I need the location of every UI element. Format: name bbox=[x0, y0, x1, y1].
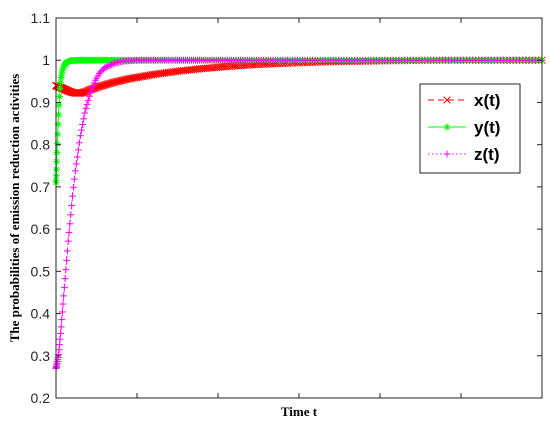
data-point-marker bbox=[112, 78, 120, 86]
data-point-marker bbox=[102, 80, 110, 89]
data-point-marker bbox=[63, 256, 71, 264]
data-point-marker bbox=[66, 220, 74, 228]
data-point-marker bbox=[102, 63, 110, 71]
data-point-marker bbox=[75, 139, 83, 147]
data-point-marker bbox=[99, 81, 108, 90]
y-tick-label: 1 bbox=[42, 52, 50, 68]
data-point-marker bbox=[56, 341, 63, 348]
data-point-marker bbox=[72, 160, 80, 168]
data-point-marker bbox=[57, 78, 64, 86]
axes-layer: 0.2 0.3 0.4 0.5 0.6 0.7 0.8 0.9 1 1.1 bbox=[31, 10, 543, 406]
data-point-marker bbox=[68, 202, 76, 209]
data-point-marker bbox=[80, 115, 88, 123]
y-tick-label: 0.3 bbox=[31, 348, 51, 364]
data-point-marker bbox=[107, 79, 116, 87]
data-point-marker bbox=[58, 316, 66, 323]
data-point-marker bbox=[74, 146, 82, 154]
data-point-marker bbox=[84, 96, 92, 104]
data-point-marker bbox=[69, 192, 76, 200]
y-axis-label: The probabilities of emission reduction … bbox=[7, 74, 22, 343]
series-3 bbox=[52, 56, 546, 372]
data-point-marker bbox=[57, 323, 65, 331]
data-point-marker bbox=[113, 77, 122, 86]
data-point-marker bbox=[71, 167, 79, 175]
data-point-marker bbox=[106, 79, 115, 88]
plot-area bbox=[56, 18, 542, 398]
data-point-marker bbox=[108, 61, 116, 68]
data-point-marker bbox=[64, 247, 71, 255]
data-point-marker bbox=[105, 62, 113, 70]
data-point-marker bbox=[62, 266, 70, 274]
data-point-marker bbox=[443, 123, 451, 131]
data-point-marker bbox=[73, 153, 81, 161]
y-tick-label: 0.8 bbox=[31, 137, 51, 153]
data-point-marker bbox=[87, 89, 94, 96]
data-point-marker bbox=[109, 78, 117, 87]
x-axis-label: Time t bbox=[281, 404, 318, 419]
data-point-marker bbox=[56, 84, 64, 92]
legend-item-3: z(t) bbox=[428, 145, 499, 164]
data-point-marker bbox=[67, 211, 75, 219]
data-point-marker bbox=[109, 60, 117, 68]
data-point-marker bbox=[83, 100, 91, 108]
data-point-marker bbox=[443, 150, 451, 158]
data-point-marker bbox=[103, 80, 112, 88]
data-point-marker bbox=[118, 76, 126, 85]
data-point-marker bbox=[54, 130, 62, 138]
data-point-marker bbox=[61, 283, 68, 291]
legend-label: y(t) bbox=[474, 118, 500, 137]
data-point-marker bbox=[57, 329, 64, 337]
y-tick-label: 1.1 bbox=[31, 10, 51, 26]
legend-item-2: y(t) bbox=[428, 118, 500, 137]
data-point-marker bbox=[65, 229, 73, 236]
y-tick-label: 0.4 bbox=[31, 306, 51, 322]
legend-item-1: x(t) bbox=[428, 91, 500, 110]
data-point-marker bbox=[106, 61, 114, 69]
y-tick-label: 0.9 bbox=[31, 94, 51, 110]
data-point-marker bbox=[105, 79, 113, 88]
data-point-marker bbox=[59, 300, 67, 308]
data-point-marker bbox=[53, 140, 61, 148]
data-point-marker bbox=[81, 109, 89, 117]
data-point-marker bbox=[53, 149, 61, 156]
data-point-marker bbox=[85, 92, 93, 100]
series-layer bbox=[52, 56, 546, 372]
data-point-marker bbox=[89, 82, 97, 90]
data-point-marker bbox=[116, 76, 125, 85]
data-point-marker bbox=[115, 77, 123, 85]
data-point-marker bbox=[110, 78, 119, 86]
data-point-marker bbox=[88, 86, 96, 93]
y-tick-label: 0.6 bbox=[31, 221, 51, 237]
axes-background bbox=[56, 18, 542, 398]
legend-label: z(t) bbox=[474, 145, 499, 164]
data-point-marker bbox=[64, 237, 72, 245]
legend-label: x(t) bbox=[474, 91, 500, 110]
data-point-marker bbox=[70, 183, 77, 191]
data-point-marker bbox=[60, 292, 68, 300]
data-point-marker bbox=[56, 93, 63, 100]
data-point-marker bbox=[78, 126, 85, 134]
data-point-marker bbox=[79, 121, 86, 128]
data-point-marker bbox=[58, 308, 66, 316]
data-point-marker bbox=[56, 335, 64, 343]
data-point-marker bbox=[70, 175, 78, 183]
data-point-marker bbox=[104, 63, 111, 70]
y-tick-label: 0.5 bbox=[31, 263, 51, 279]
data-point-marker bbox=[443, 96, 451, 104]
legend-box bbox=[419, 83, 521, 174]
y-tick-label: 0.2 bbox=[31, 390, 51, 406]
data-point-marker bbox=[82, 104, 90, 112]
y-tick-label: 0.7 bbox=[31, 179, 51, 195]
data-point-marker bbox=[61, 275, 69, 283]
data-point-marker bbox=[100, 81, 109, 89]
data-point-marker bbox=[53, 158, 61, 165]
data-point-marker bbox=[98, 81, 106, 90]
legend: x(t) y(t) z(t) bbox=[419, 83, 521, 174]
data-point-marker bbox=[77, 132, 84, 140]
